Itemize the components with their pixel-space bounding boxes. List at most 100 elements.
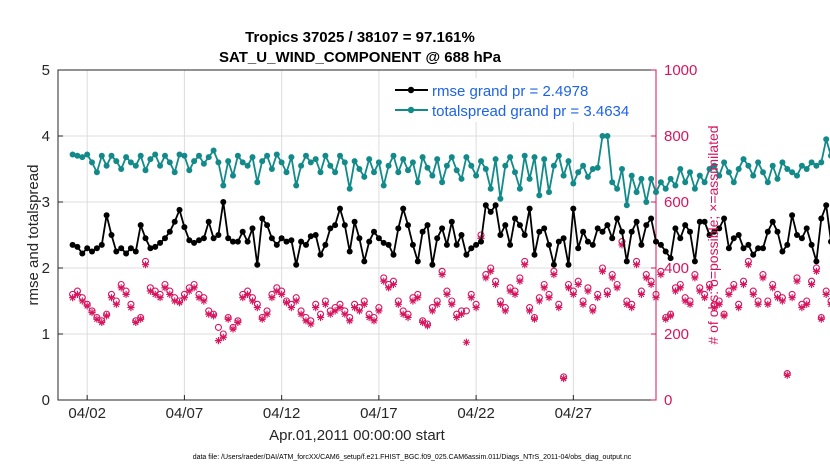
obs-assimilated-point — [550, 271, 558, 279]
totalspread-point — [701, 179, 708, 186]
obs-assimilated-point — [331, 307, 339, 315]
totalspread-point — [152, 151, 159, 158]
obs-assimilated-point — [88, 308, 96, 317]
rmse-point — [210, 235, 217, 242]
obs-assimilated-point — [589, 307, 597, 315]
y2-tick-label: 600 — [664, 194, 689, 211]
rmse-point — [463, 251, 470, 258]
x-tick-label: 04/07 — [166, 405, 204, 422]
obs-assimilated-point — [783, 371, 791, 379]
totalspread-point — [648, 175, 655, 182]
rmse-point — [103, 212, 110, 219]
rmse-point — [220, 199, 227, 205]
series-totalspread — [69, 133, 830, 209]
rmse-point — [487, 208, 494, 215]
rmse-point — [215, 232, 222, 238]
rmse-point — [249, 225, 256, 232]
x-tick-label: 04/22 — [457, 405, 495, 422]
totalspread-point — [371, 169, 377, 176]
obs-assimilated-point — [798, 304, 806, 312]
obs-assimilated-point — [312, 304, 320, 312]
rmse-point — [521, 232, 528, 238]
obs-assimilated-point — [375, 307, 383, 315]
obs-assimilated-point — [749, 290, 757, 298]
rmse-point — [662, 248, 669, 255]
obs-assimilated-point — [535, 297, 543, 305]
obs-assimilated-point — [637, 290, 646, 298]
totalspread-point — [176, 151, 183, 158]
rmse-point — [813, 258, 820, 265]
totalspread-point — [614, 185, 621, 192]
obs-assimilated-point — [525, 307, 534, 315]
rmse-point — [580, 228, 587, 235]
obs-assimilated-point — [817, 315, 825, 323]
obs-assimilated-point — [671, 287, 680, 295]
y-axis-right: 0 200 400 600 800 1000 — [651, 62, 697, 409]
rmse-point — [638, 241, 645, 248]
obs-assimilated-point — [219, 333, 227, 341]
totalspread-point — [497, 195, 504, 202]
rmse-point — [322, 241, 329, 248]
rmse-point — [745, 241, 752, 248]
rmse-point — [196, 237, 202, 244]
obs-assimilated-point — [190, 284, 198, 292]
obs-assimilated-point — [360, 300, 368, 308]
totalspread-point — [162, 152, 168, 159]
rmse-point — [234, 238, 241, 245]
rmse-point — [560, 235, 567, 242]
totalspread-point — [507, 154, 514, 161]
obs-assimilated-point — [122, 290, 130, 298]
rmse-point — [132, 248, 139, 255]
obs-assimilated-point — [569, 290, 577, 298]
rmse-point — [657, 241, 664, 248]
obs-assimilated-point — [229, 325, 237, 333]
obs-assimilated-point — [598, 267, 607, 275]
totalspread-point — [337, 152, 343, 159]
grid-lines — [58, 70, 656, 400]
obs-assimilated-point — [321, 300, 329, 308]
totalspread-point — [414, 179, 421, 186]
totalspread-point — [79, 154, 86, 161]
legend-rmse-marker — [407, 86, 415, 94]
obs-assimilated-point — [803, 300, 811, 308]
legend-spread-label: totalspread grand pr = 3.4634 — [432, 103, 629, 120]
rmse-point — [414, 258, 421, 265]
series-layer — [68, 133, 830, 383]
totalspread-point — [458, 175, 465, 182]
obs-assimilated-point — [759, 274, 767, 282]
rmse-point — [191, 239, 198, 246]
rmse-point — [332, 222, 339, 229]
rmse-point — [84, 245, 91, 252]
obs-assimilated-point — [307, 320, 315, 328]
obs-assimilated-point — [370, 317, 378, 325]
totalspread-point — [687, 169, 693, 176]
totalspread-point — [317, 169, 324, 176]
rmse-point — [89, 248, 95, 255]
rmse-point — [171, 218, 178, 225]
obs-assimilated-point — [346, 317, 354, 325]
rmse-point — [74, 243, 81, 250]
rmse-point — [200, 235, 207, 242]
totalspread-point — [594, 164, 601, 171]
obs-assimilated-point — [248, 297, 257, 305]
totalspread-point — [541, 156, 548, 163]
obs-assimilated-point — [584, 287, 592, 295]
rmse-point — [123, 250, 130, 257]
totalspread-point — [570, 180, 577, 187]
totalspread-point — [760, 169, 766, 176]
totalspread-point — [463, 154, 470, 161]
totalspread-point — [482, 166, 489, 172]
x-axis: 04/02 04/07 04/12 04/17 04/22 04/27 — [68, 395, 592, 422]
rmse-point — [784, 241, 791, 248]
totalspread-point — [492, 156, 499, 163]
rmse-point — [779, 248, 786, 255]
rmse-point — [137, 222, 144, 229]
totalspread-point — [478, 158, 484, 165]
totalspread-point — [424, 164, 431, 171]
totalspread-point — [531, 154, 538, 161]
rmse-point — [98, 241, 105, 248]
rmse-point — [696, 218, 703, 225]
rmse-point — [268, 235, 275, 242]
rmse-point — [502, 222, 509, 229]
obs-assimilated-point — [399, 310, 407, 318]
